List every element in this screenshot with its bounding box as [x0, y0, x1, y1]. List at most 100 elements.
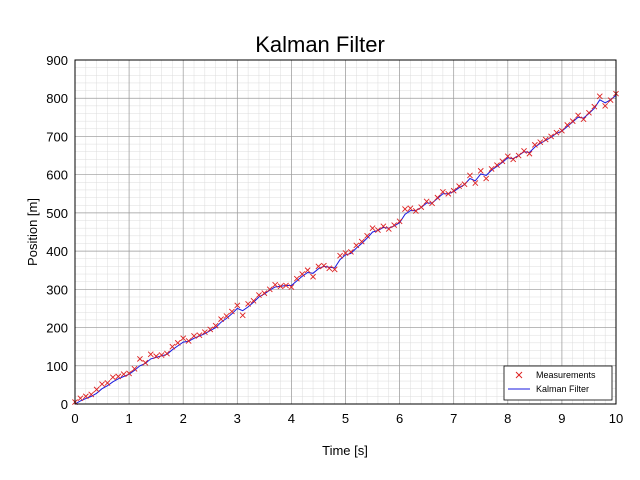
measurement-point — [104, 380, 111, 386]
measurement-point — [158, 352, 165, 358]
measurement-point — [239, 312, 246, 319]
y-axis-label: Position [m] — [25, 198, 40, 266]
measurement-point — [445, 190, 452, 197]
legend-label-measurements: Measurements — [536, 370, 596, 380]
measurement-point — [180, 335, 187, 342]
measurement-point — [385, 226, 392, 232]
measurement-point — [591, 103, 598, 110]
measurement-point — [542, 136, 549, 143]
measurement-point — [266, 286, 273, 293]
measurement-point — [510, 156, 517, 163]
measurement-point — [326, 265, 333, 272]
measurement-point — [526, 150, 533, 157]
measurement-point — [337, 252, 344, 259]
measurement-point — [126, 370, 133, 377]
measurement-point — [218, 316, 224, 323]
measurement-point — [342, 250, 349, 256]
measurement-point — [82, 393, 89, 400]
measurement-point — [531, 141, 538, 148]
measurement-point — [207, 326, 214, 333]
measurement-point — [310, 273, 316, 280]
measurement-point — [564, 122, 571, 128]
legend-box — [503, 365, 613, 401]
x-tick-label: 5 — [342, 411, 349, 426]
x-tick-label: 8 — [504, 411, 511, 426]
x-tick-label: 1 — [125, 411, 132, 426]
measurement-point — [434, 194, 441, 201]
measurement-point — [201, 329, 208, 336]
measurement-point — [429, 200, 435, 207]
y-tick-label: 700 — [46, 129, 68, 144]
measurement-point — [364, 232, 371, 239]
measurement-point — [488, 166, 495, 172]
measurement-point — [109, 374, 116, 381]
measurement-point — [586, 109, 592, 116]
measurement-point — [423, 198, 430, 205]
legend-marker-measurements — [515, 371, 523, 379]
measurement-point — [331, 266, 338, 273]
measurement-point — [228, 308, 235, 315]
measurement-point — [212, 322, 219, 329]
measurement-point — [575, 112, 582, 119]
measurement-point — [504, 153, 511, 160]
measurement-point — [137, 355, 143, 362]
measurement-point — [472, 180, 479, 186]
y-tick-label: 500 — [46, 206, 68, 221]
measurement-point — [412, 208, 419, 214]
measurement-point — [407, 205, 414, 212]
measurement-point — [131, 365, 138, 372]
y-tick-label: 900 — [46, 53, 68, 68]
x-axis-label: Time [s] — [322, 443, 368, 458]
x-tick-label: 3 — [234, 411, 241, 426]
measurement-point — [174, 339, 181, 346]
measurement-point — [272, 281, 279, 288]
measurement-point — [418, 204, 425, 211]
measurement-point — [369, 225, 376, 232]
grid-major — [74, 59, 617, 405]
measurement-point — [256, 292, 262, 298]
measurement-point — [456, 183, 463, 190]
series-layer — [72, 90, 619, 406]
y-tick-label: 300 — [46, 282, 68, 297]
measurement-point — [164, 350, 170, 357]
x-tick-label: 6 — [396, 411, 403, 426]
measurement-point — [596, 93, 603, 100]
measurement-point — [320, 262, 327, 269]
measurement-point — [120, 371, 127, 378]
measurement-point — [191, 333, 197, 339]
measurement-point — [99, 381, 105, 388]
measurement-point — [142, 359, 149, 366]
measurement-point — [499, 158, 506, 165]
measurement-point — [521, 148, 527, 154]
measurement-point — [450, 187, 457, 194]
measurement-point — [375, 227, 381, 234]
measurement-point — [288, 284, 295, 290]
measurement-point — [607, 97, 614, 104]
measurement-point — [153, 353, 160, 360]
measurement-point — [293, 275, 300, 282]
x-tick-label: 4 — [288, 411, 295, 426]
measurement-point — [483, 175, 490, 182]
measurement-point — [553, 129, 560, 136]
y-tick-label: 100 — [46, 359, 68, 374]
legend-label-kalman-filter: Kalman Filter — [536, 384, 589, 394]
measurement-point — [439, 188, 446, 195]
measurement-point — [391, 222, 398, 229]
measurement-point — [283, 282, 289, 289]
measurement-point — [169, 343, 176, 350]
x-tick-label: 10 — [609, 411, 623, 426]
measurement-point — [353, 242, 360, 249]
chart-title: Kalman Filter — [255, 32, 385, 57]
x-tick-label: 7 — [450, 411, 457, 426]
measurement-point — [548, 133, 554, 140]
x-tick-label: 2 — [180, 411, 187, 426]
measurement-point — [250, 297, 257, 304]
measurement-point — [569, 118, 576, 125]
y-tick-label: 800 — [46, 91, 68, 106]
y-tick-label: 400 — [46, 244, 68, 259]
x-tick-label: 0 — [71, 411, 78, 426]
measurement-point — [299, 271, 306, 277]
y-tick-label: 200 — [46, 321, 68, 336]
measurement-point — [185, 338, 192, 344]
